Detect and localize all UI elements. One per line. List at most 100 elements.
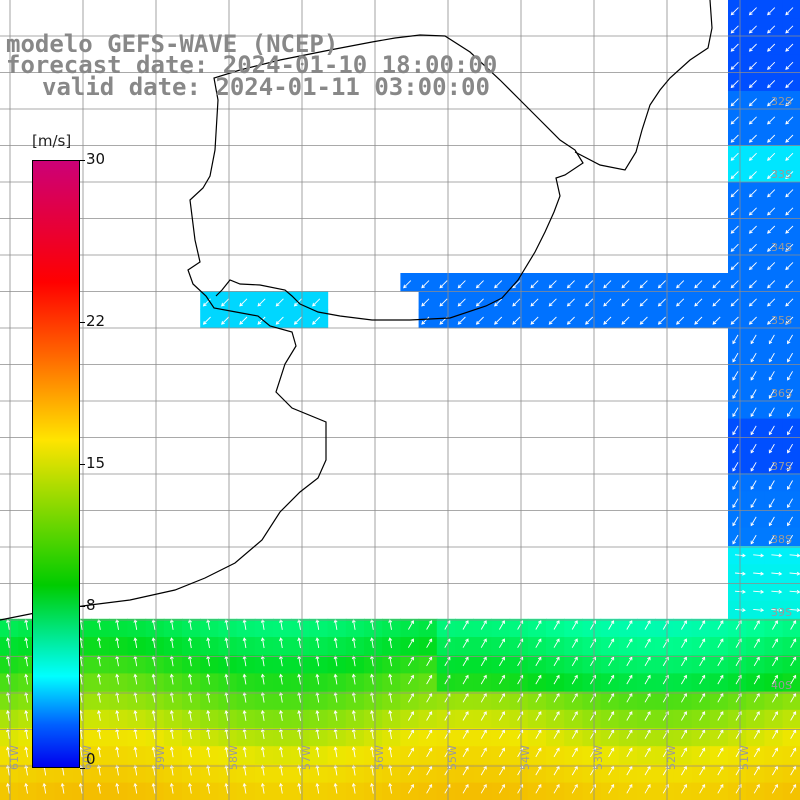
- wind-cell: [728, 18, 747, 37]
- wind-arrow: [206, 637, 211, 649]
- wind-cell: [600, 309, 620, 329]
- wind-cell: [691, 291, 711, 310]
- wind-arrow: [480, 747, 487, 758]
- wind-arrow: [681, 620, 687, 630]
- wind-arrow: [626, 765, 633, 776]
- wind-cell: [455, 291, 474, 310]
- wind-cell: [746, 618, 765, 638]
- colorbar: [32, 160, 80, 768]
- wind-arrow: [279, 637, 283, 649]
- wind-cell: [163, 782, 183, 800]
- wind-cell: [546, 618, 565, 638]
- wind-cell: [746, 728, 765, 747]
- wind-arrow: [768, 389, 775, 399]
- wind-cell: [691, 764, 711, 784]
- wind-arrow: [97, 764, 101, 776]
- wind-cell: [746, 655, 765, 674]
- wind-arrow: [790, 674, 797, 685]
- wind-cell: [746, 637, 765, 656]
- wind-arrow: [553, 747, 560, 758]
- wind-cell: [746, 418, 765, 438]
- wind-arrow: [370, 673, 374, 685]
- wind-arrow: [681, 638, 687, 648]
- wind-arrow: [388, 746, 393, 758]
- wind-arrow: [426, 692, 433, 703]
- wind-arrow: [60, 782, 65, 794]
- wind-arrow: [768, 352, 775, 363]
- wind-cell: [746, 18, 765, 37]
- wind-arrow: [553, 729, 560, 739]
- wind-arrow: [767, 243, 776, 252]
- wind-cell: [527, 764, 547, 784]
- wind-arrow: [644, 765, 651, 776]
- wind-arrow: [297, 764, 302, 776]
- wind-cell: [418, 273, 438, 292]
- wind-cell: [728, 72, 747, 92]
- wind-arrow: [644, 729, 651, 739]
- wind-cell: [546, 746, 565, 765]
- wind-cell: [527, 728, 547, 747]
- wind-cell: [546, 309, 565, 329]
- wind-arrow: [785, 316, 794, 325]
- wind-arrow: [315, 637, 320, 649]
- wind-arrow: [768, 462, 775, 472]
- wind-cell: [764, 273, 784, 292]
- wind-arrow: [297, 710, 302, 721]
- wind-arrow: [772, 729, 778, 739]
- wind-arrow: [730, 25, 739, 34]
- wind-arrow: [206, 746, 211, 758]
- longitude-label: 57W: [300, 745, 313, 770]
- wind-arrow: [603, 316, 612, 325]
- latitude-label: 32S: [771, 95, 792, 108]
- wind-cell: [400, 655, 420, 674]
- wind-cell: [436, 637, 456, 656]
- wind-cell: [673, 291, 693, 310]
- wind-cell: [109, 782, 128, 800]
- wind-cell: [691, 637, 711, 656]
- wind-arrow: [717, 656, 724, 667]
- wind-arrow: [535, 620, 542, 630]
- wind-cell: [728, 673, 747, 693]
- wind-cell: [728, 709, 747, 729]
- wind-arrow: [421, 298, 430, 307]
- wind-cell: [564, 309, 583, 329]
- wind-cell: [418, 655, 438, 674]
- wind-arrow: [133, 782, 138, 794]
- wind-arrow: [608, 692, 615, 703]
- wind-arrow: [644, 711, 651, 721]
- wind-cell: [400, 637, 420, 656]
- wind-arrow: [750, 516, 757, 527]
- wind-arrow: [370, 637, 374, 649]
- wind-arrow: [753, 608, 765, 613]
- latitude-label: 35S: [771, 314, 792, 327]
- wind-cell: [728, 382, 747, 401]
- wind-cell: [655, 709, 674, 729]
- wind-arrow: [681, 711, 687, 721]
- wind-arrow: [333, 782, 338, 794]
- wind-cell: [473, 273, 492, 292]
- wind-cell: [582, 746, 602, 765]
- wind-arrow: [730, 171, 739, 180]
- wind-arrow: [24, 764, 29, 776]
- wind-arrow: [426, 729, 433, 739]
- wind-cell: [764, 345, 784, 365]
- wind-cell: [509, 709, 529, 729]
- wind-arrow: [608, 620, 615, 630]
- wind-arrow: [639, 280, 648, 289]
- wind-cell: [746, 527, 765, 547]
- wind-arrow: [748, 298, 757, 307]
- wind-arrow: [260, 764, 265, 776]
- wind-arrow: [571, 656, 578, 667]
- wind-arrow: [239, 316, 248, 325]
- wind-cell: [400, 273, 420, 292]
- wind-arrow: [750, 389, 757, 399]
- colorbar-tick-label: 30: [86, 150, 106, 168]
- wind-cell: [637, 691, 656, 711]
- wind-arrow: [772, 620, 778, 630]
- wind-cell: [728, 236, 747, 256]
- wind-cell: [655, 691, 674, 711]
- wind-cell: [673, 728, 693, 747]
- wind-cell: [582, 709, 602, 729]
- wind-arrow: [297, 746, 302, 758]
- wind-cell: [254, 309, 274, 329]
